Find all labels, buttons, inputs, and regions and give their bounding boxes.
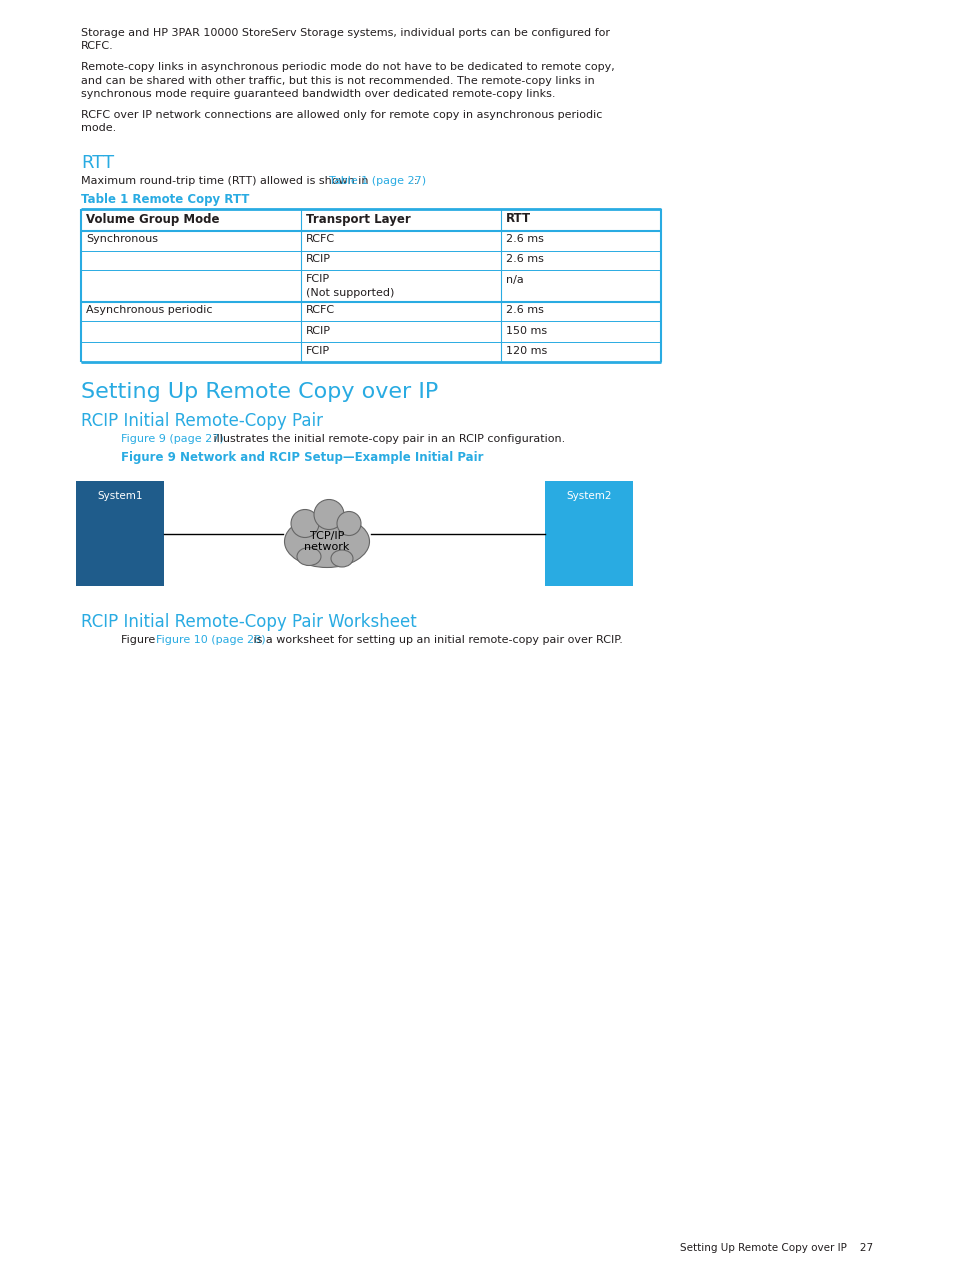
Ellipse shape <box>291 510 318 538</box>
Text: RCIP Initial Remote-Copy Pair: RCIP Initial Remote-Copy Pair <box>81 412 323 430</box>
Text: Transport Layer: Transport Layer <box>306 212 411 225</box>
Text: RCFC: RCFC <box>306 305 335 315</box>
Text: :: : <box>413 177 416 187</box>
Ellipse shape <box>284 516 369 567</box>
Ellipse shape <box>314 500 344 530</box>
Text: RTT: RTT <box>505 212 531 225</box>
Text: System1: System1 <box>97 492 143 502</box>
Text: 2.6 ms: 2.6 ms <box>505 235 543 244</box>
Text: Setting Up Remote Copy over IP: Setting Up Remote Copy over IP <box>81 381 437 402</box>
Text: n/a: n/a <box>505 275 523 285</box>
Text: Setting Up Remote Copy over IP    27: Setting Up Remote Copy over IP 27 <box>679 1243 872 1253</box>
Text: Asynchronous periodic: Asynchronous periodic <box>86 305 213 315</box>
Text: Figure 9 (page 27): Figure 9 (page 27) <box>121 433 224 444</box>
Text: 2.6 ms: 2.6 ms <box>505 254 543 264</box>
Text: Synchronous: Synchronous <box>86 235 158 244</box>
Text: synchronous mode require guaranteed bandwidth over dedicated remote-copy links.: synchronous mode require guaranteed band… <box>81 89 555 99</box>
Text: Storage and HP 3PAR 10000 StoreServ Storage systems, individual ports can be con: Storage and HP 3PAR 10000 StoreServ Stor… <box>81 28 609 38</box>
Text: RCIP: RCIP <box>306 254 331 264</box>
Text: Figure: Figure <box>121 636 158 646</box>
Text: TCP/IP
network: TCP/IP network <box>304 531 350 553</box>
Text: Table 1 Remote Copy RTT: Table 1 Remote Copy RTT <box>81 193 249 206</box>
Bar <box>544 482 633 586</box>
Text: mode.: mode. <box>81 123 116 133</box>
Text: 120 ms: 120 ms <box>505 346 547 356</box>
Text: Table 1 (page 27): Table 1 (page 27) <box>329 177 426 187</box>
Text: Maximum round-trip time (RTT) allowed is shown in: Maximum round-trip time (RTT) allowed is… <box>81 177 372 187</box>
Text: RCIP Initial Remote-Copy Pair Worksheet: RCIP Initial Remote-Copy Pair Worksheet <box>81 614 416 632</box>
Text: FCIP: FCIP <box>306 346 330 356</box>
Text: RCFC.: RCFC. <box>81 42 113 52</box>
Text: FCIP: FCIP <box>306 275 330 285</box>
Ellipse shape <box>296 548 320 566</box>
Text: Remote-copy links in asynchronous periodic mode do not have to be dedicated to r: Remote-copy links in asynchronous period… <box>81 62 614 72</box>
Text: Volume Group Mode: Volume Group Mode <box>86 212 219 225</box>
Bar <box>76 482 164 586</box>
Text: 150 ms: 150 ms <box>505 325 547 336</box>
Text: (Not supported): (Not supported) <box>306 289 394 297</box>
Text: Figure 10 (page 28): Figure 10 (page 28) <box>155 636 265 646</box>
Text: Figure 9 Network and RCIP Setup—Example Initial Pair: Figure 9 Network and RCIP Setup—Example … <box>121 451 483 464</box>
Text: and can be shared with other traffic, but this is not recommended. The remote-co: and can be shared with other traffic, bu… <box>81 75 594 85</box>
Ellipse shape <box>336 511 360 535</box>
Text: RCFC: RCFC <box>306 235 335 244</box>
Text: is a worksheet for setting up an initial remote-copy pair over RCIP.: is a worksheet for setting up an initial… <box>250 636 622 646</box>
Text: System2: System2 <box>566 492 611 502</box>
Ellipse shape <box>331 550 353 567</box>
Text: 2.6 ms: 2.6 ms <box>505 305 543 315</box>
Text: RCIP: RCIP <box>306 325 331 336</box>
Text: illustrates the initial remote-copy pair in an RCIP configuration.: illustrates the initial remote-copy pair… <box>210 433 565 444</box>
Text: RTT: RTT <box>81 155 114 173</box>
Text: RCFC over IP network connections are allowed only for remote copy in asynchronou: RCFC over IP network connections are all… <box>81 109 601 119</box>
